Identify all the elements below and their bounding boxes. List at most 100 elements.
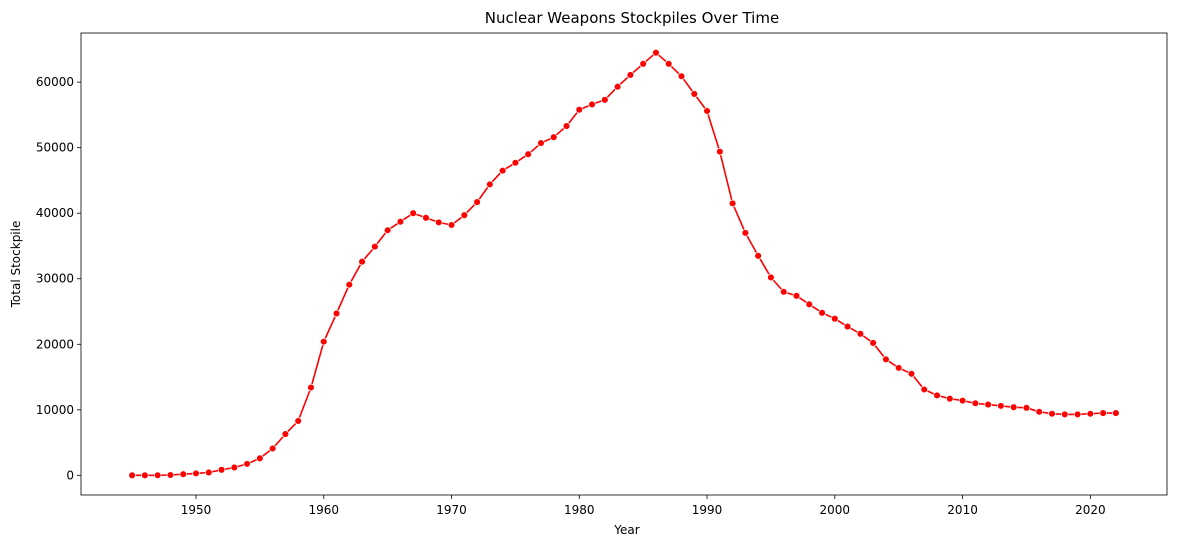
data-point — [524, 150, 532, 158]
data-point — [1086, 409, 1095, 418]
data-point — [1112, 409, 1120, 417]
data-point — [754, 252, 762, 260]
data-point — [907, 370, 916, 378]
data-point — [856, 330, 865, 338]
data-point — [869, 339, 877, 347]
data-point — [792, 292, 801, 300]
data-point — [958, 396, 967, 405]
data-point — [486, 180, 494, 189]
data-point — [767, 273, 775, 282]
data-point — [716, 147, 724, 156]
x-tick-label: 1950 — [181, 503, 212, 517]
data-point — [409, 209, 417, 217]
data-point — [396, 217, 405, 226]
series-layer — [128, 48, 1120, 480]
data-point — [1035, 408, 1043, 416]
data-point — [473, 198, 481, 206]
data-point — [281, 430, 290, 438]
data-point — [1048, 409, 1056, 418]
data-point — [128, 471, 136, 480]
data-point — [843, 322, 852, 331]
data-point — [779, 288, 788, 296]
data-point — [882, 355, 890, 364]
data-point — [268, 444, 277, 453]
y-tick-label: 40000 — [36, 206, 74, 220]
data-point — [498, 166, 507, 175]
data-point — [588, 100, 596, 109]
y-axis: 0 10000 20000 30000 40000 50000 60000 — [36, 75, 81, 482]
y-tick-label: 10000 — [36, 403, 74, 417]
x-axis-label: Year — [613, 523, 639, 537]
data-point — [549, 133, 558, 141]
data-point — [933, 391, 941, 400]
plot-area — [80, 32, 1168, 496]
x-axis: 1950 1960 1970 1980 1990 2000 2010 2020 — [181, 495, 1106, 517]
data-point — [703, 107, 711, 115]
y-axis-label: Total Stockpile — [9, 221, 23, 309]
data-point — [626, 71, 635, 79]
data-point — [971, 399, 980, 408]
data-point — [460, 211, 469, 219]
data-point — [639, 60, 647, 68]
data-point — [741, 229, 750, 237]
data-point — [371, 242, 379, 251]
y-tick-label: 30000 — [36, 272, 74, 286]
data-point — [320, 337, 328, 346]
data-point — [217, 466, 226, 474]
data-point — [153, 471, 162, 480]
data-point — [205, 468, 213, 477]
data-point — [677, 72, 686, 81]
data-point — [537, 139, 545, 147]
data-point — [1009, 403, 1018, 411]
data-point — [831, 314, 839, 323]
data-point — [1099, 409, 1107, 417]
data-point — [294, 417, 302, 425]
data-point — [511, 159, 520, 167]
data-point — [358, 257, 366, 266]
data-point — [818, 309, 826, 317]
data-point — [997, 402, 1005, 410]
data-point — [652, 48, 660, 57]
data-point — [946, 394, 954, 403]
data-point — [805, 300, 814, 309]
data-point — [562, 122, 571, 130]
data-point — [690, 90, 699, 98]
chart-title: Nuclear Weapons Stockpiles Over Time — [485, 9, 779, 27]
y-tick-label: 60000 — [36, 75, 74, 89]
data-point — [307, 383, 315, 392]
data-point — [1061, 410, 1069, 419]
data-point — [920, 385, 928, 394]
data-point — [613, 82, 622, 91]
data-point — [447, 221, 456, 229]
data-point — [166, 471, 175, 479]
plot-frame — [80, 32, 1168, 496]
data-point — [984, 400, 992, 409]
x-tick-label: 2020 — [1075, 503, 1106, 517]
x-tick-label: 2010 — [947, 503, 978, 517]
data-point — [192, 469, 200, 478]
y-tick-label: 20000 — [36, 337, 74, 351]
x-tick-label: 1960 — [308, 503, 339, 517]
data-point — [1022, 404, 1031, 412]
y-tick-label: 50000 — [36, 141, 74, 155]
data-point — [179, 470, 187, 478]
data-point — [894, 364, 903, 372]
data-point — [383, 226, 392, 235]
y-tick-label: 0 — [66, 468, 74, 482]
x-tick-label: 2000 — [820, 503, 851, 517]
data-point — [332, 309, 341, 318]
data-point — [230, 463, 239, 472]
data-point — [575, 105, 584, 114]
data-point — [243, 460, 251, 468]
data-point — [434, 218, 443, 227]
data-point — [1073, 410, 1082, 419]
x-tick-label: 1980 — [564, 503, 595, 517]
data-point — [141, 471, 149, 480]
data-point — [664, 60, 673, 68]
x-tick-label: 1990 — [692, 503, 723, 517]
data-point — [422, 214, 430, 222]
data-point — [728, 199, 737, 208]
x-tick-label: 1970 — [436, 503, 467, 517]
data-point — [601, 96, 609, 104]
